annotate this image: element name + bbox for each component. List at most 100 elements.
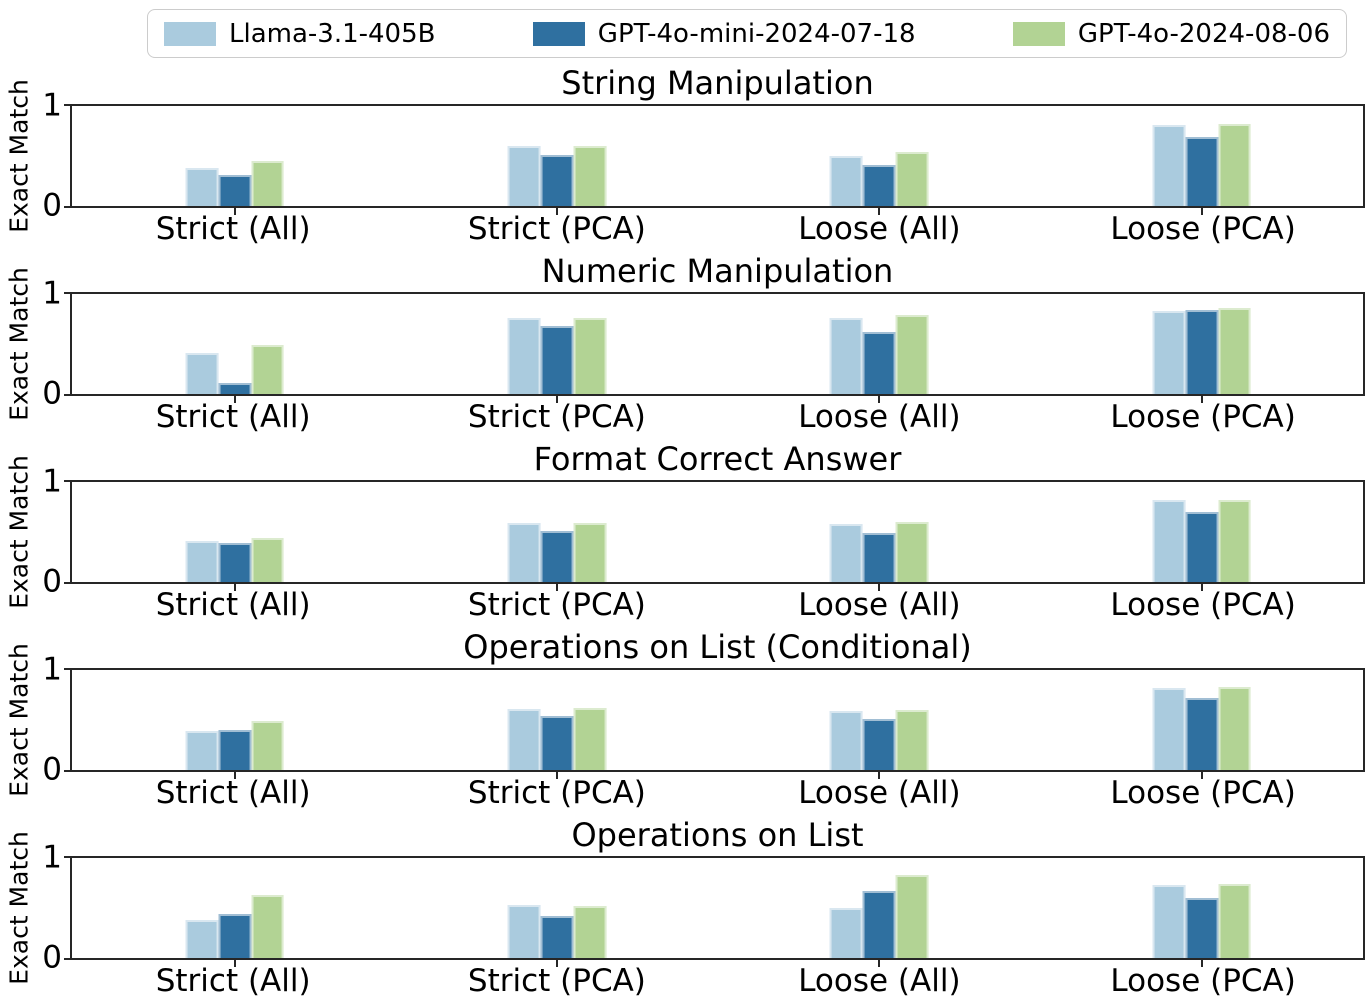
y-axis-label: Exact Match — [4, 267, 34, 421]
y-tick-label: 0 — [42, 375, 62, 412]
bar-GPT-4o-2024-08-06-Loose (All) — [895, 315, 929, 394]
x-tick-mark — [556, 960, 559, 967]
x-tick-mark — [1200, 396, 1203, 403]
x-tick-mark — [877, 960, 880, 967]
x-tick-label: Loose (PCA) — [1110, 211, 1296, 247]
x-tick-mark — [877, 208, 880, 215]
subplot-title: Operations on List — [571, 816, 864, 854]
y-axis-label: Exact Match — [4, 79, 34, 233]
x-tick-mark — [556, 396, 559, 403]
x-tick-label: Strict (PCA) — [467, 399, 646, 435]
x-tick-mark — [556, 584, 559, 591]
x-tick-label: Loose (All) — [798, 963, 961, 999]
bar-GPT-4o-2024-08-06-Strict (PCA) — [573, 523, 607, 582]
bar-GPT-4o-mini-2024-07-18-Strict (All) — [218, 175, 252, 206]
legend-item: Llama-3.1-405B — [164, 21, 435, 47]
x-axis-tick-labels: Strict (All) Strict (PCA) Loose (All) Loose… — [70, 212, 1365, 252]
bar-Llama-3.1-405B-Strict (PCA) — [508, 905, 541, 958]
bar-GPT-4o-2024-08-06-Loose (PCA) — [1218, 308, 1251, 394]
bar-Llama-3.1-405B-Loose (All) — [829, 318, 863, 394]
bar-GPT-4o-2024-08-06-Loose (All) — [895, 152, 929, 206]
bar-GPT-4o-2024-08-06-Strict (PCA) — [573, 146, 607, 206]
bar-GPT-4o-mini-2024-07-18-Loose (All) — [862, 891, 896, 958]
bar-GPT-4o-2024-08-06-Loose (All) — [895, 522, 929, 582]
bar-Llama-3.1-405B-Loose (PCA) — [1152, 311, 1186, 394]
bar-GPT-4o-mini-2024-07-18-Strict (All) — [218, 914, 252, 958]
bar-Llama-3.1-405B-Strict (PCA) — [508, 523, 541, 582]
y-tick-mark — [64, 104, 70, 106]
x-tick-label: Strict (All) — [155, 399, 311, 435]
x-tick-label: Strict (All) — [155, 963, 311, 999]
bar-GPT-4o-mini-2024-07-18-Loose (All) — [862, 719, 896, 770]
bar-GPT-4o-mini-2024-07-18-Strict (All) — [218, 543, 252, 582]
x-tick-label: Loose (PCA) — [1110, 587, 1296, 623]
bar-GPT-4o-2024-08-06-Loose (All) — [895, 875, 929, 958]
subplot: String Manipulation Exact Match 1 0 Stri… — [0, 64, 1371, 252]
y-tick-label: 0 — [42, 939, 62, 976]
bar-Llama-3.1-405B-Strict (All) — [185, 541, 219, 582]
legend-color-swatch — [1012, 21, 1065, 46]
bar-Llama-3.1-405B-Loose (All) — [829, 711, 863, 770]
subplot-title: String Manipulation — [561, 64, 874, 102]
y-tick-mark — [64, 292, 70, 294]
x-tick-label: Strict (All) — [155, 587, 311, 623]
x-tick-label: Loose (All) — [798, 775, 961, 811]
plot-area: 1 0 — [42, 278, 1365, 409]
bar-Llama-3.1-405B-Loose (All) — [829, 908, 863, 958]
bar-GPT-4o-mini-2024-07-18-Loose (All) — [862, 165, 896, 206]
x-axis-tick-labels: Strict (All) Strict (PCA) Loose (All) Loose… — [70, 964, 1365, 1004]
x-tick-label: Loose (PCA) — [1110, 963, 1296, 999]
y-tick-label: 1 — [42, 275, 62, 312]
x-tick-mark — [877, 772, 880, 779]
bar-Llama-3.1-405B-Strict (PCA) — [508, 146, 541, 206]
bar-GPT-4o-2024-08-06-Strict (PCA) — [573, 708, 607, 770]
bar-Llama-3.1-405B-Strict (All) — [185, 168, 219, 206]
bar-GPT-4o-mini-2024-07-18-Loose (PCA) — [1185, 698, 1219, 770]
y-tick-label: 0 — [42, 751, 62, 788]
y-tick-label: 0 — [42, 563, 62, 600]
x-tick-label: Strict (PCA) — [467, 211, 646, 247]
x-tick-label: Loose (PCA) — [1110, 775, 1296, 811]
x-tick-label: Strict (PCA) — [467, 775, 646, 811]
bar-GPT-4o-2024-08-06-Strict (All) — [251, 721, 285, 770]
y-axis-label: Exact Match — [4, 455, 34, 609]
x-tick-label: Loose (All) — [798, 399, 961, 435]
bar-GPT-4o-mini-2024-07-18-Loose (All) — [862, 533, 896, 582]
subplot-title: Operations on List (Conditional) — [463, 628, 972, 666]
bar-GPT-4o-2024-08-06-Loose (PCA) — [1218, 124, 1251, 206]
y-axis-label: Exact Match — [4, 643, 34, 797]
x-axis-tick-labels: Strict (All) Strict (PCA) Loose (All) Loose… — [70, 588, 1365, 628]
bar-GPT-4o-mini-2024-07-18-Strict (PCA) — [540, 155, 574, 206]
subplot-title: Numeric Manipulation — [541, 252, 894, 290]
bar-GPT-4o-2024-08-06-Loose (All) — [895, 710, 929, 770]
y-tick-mark — [64, 668, 70, 670]
x-tick-mark — [233, 396, 236, 403]
x-axis-tick-labels: Strict (All) Strict (PCA) Loose (All) Loose… — [70, 776, 1365, 816]
y-tick-mark — [64, 206, 70, 208]
bar-GPT-4o-2024-08-06-Strict (All) — [251, 161, 285, 206]
bar-Llama-3.1-405B-Strict (All) — [185, 920, 219, 958]
legend-color-swatch — [532, 21, 585, 46]
plot-area: 1 0 — [42, 466, 1365, 597]
y-tick-mark — [64, 582, 70, 584]
bar-GPT-4o-mini-2024-07-18-Strict (PCA) — [540, 531, 574, 582]
y-tick-mark — [64, 958, 70, 960]
x-tick-label: Loose (All) — [798, 587, 961, 623]
legend-color-swatch — [164, 21, 216, 46]
x-tick-label: Loose (PCA) — [1110, 399, 1296, 435]
subplot-title: Format Correct Answer — [533, 440, 902, 478]
bar-Llama-3.1-405B-Strict (PCA) — [508, 709, 541, 770]
y-tick-mark — [64, 770, 70, 772]
bar-GPT-4o-mini-2024-07-18-Loose (PCA) — [1185, 512, 1219, 582]
x-tick-mark — [1200, 960, 1203, 967]
bar-GPT-4o-mini-2024-07-18-Strict (PCA) — [540, 326, 574, 394]
legend-label: GPT-4o-mini-2024-07-18 — [597, 18, 916, 49]
x-tick-mark — [556, 772, 559, 779]
x-tick-label: Loose (All) — [798, 211, 961, 247]
y-tick-label: 1 — [42, 839, 62, 876]
x-tick-label: Strict (PCA) — [467, 587, 646, 623]
bar-GPT-4o-mini-2024-07-18-Loose (PCA) — [1185, 898, 1219, 958]
x-tick-mark — [233, 772, 236, 779]
legend-item: GPT-4o-mini-2024-07-18 — [532, 18, 916, 49]
bar-GPT-4o-2024-08-06-Strict (PCA) — [573, 906, 607, 958]
